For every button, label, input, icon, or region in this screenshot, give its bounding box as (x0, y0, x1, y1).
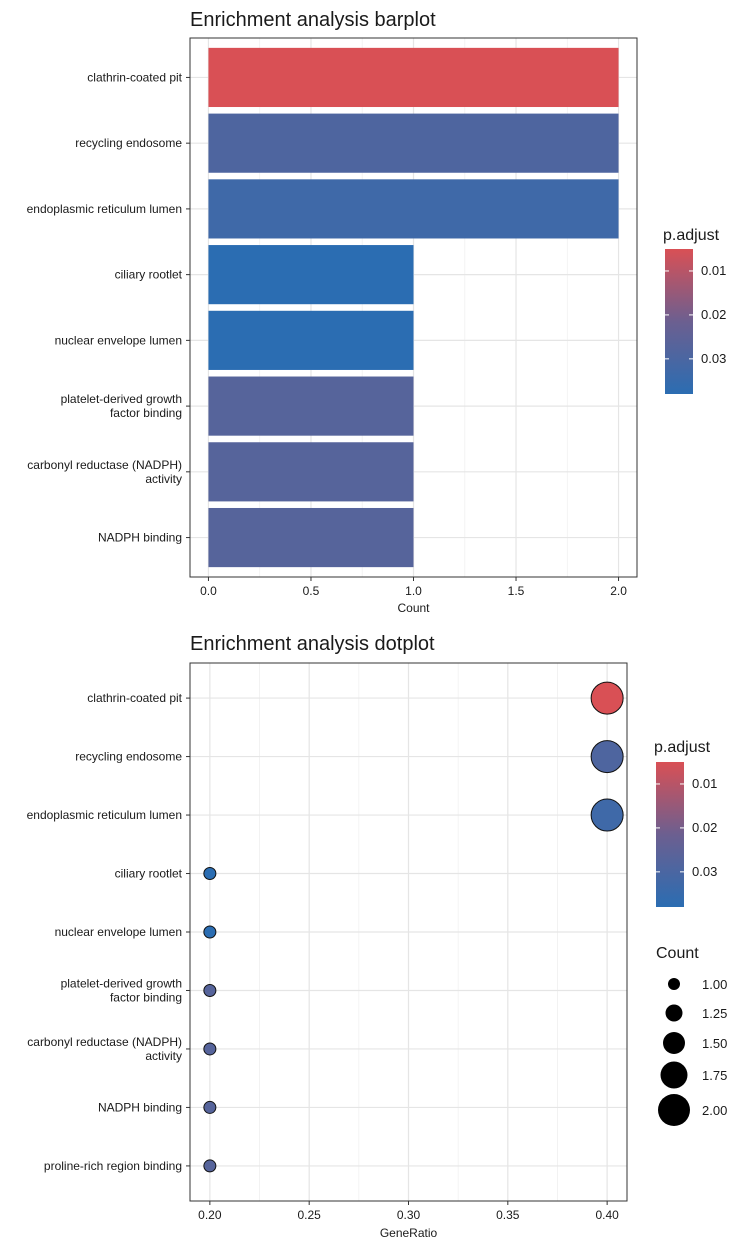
dotplot-x-axis-label: GeneRatio (380, 1226, 438, 1240)
barplot-ciliary-rootlet-label: ciliary rootlet (115, 268, 183, 282)
dotplot-nadph-binding-label: NADPH binding (98, 1100, 182, 1114)
colorbar-tick-label: 0.03 (692, 864, 717, 879)
dotplot-nadph-binding-point (203, 1100, 217, 1114)
dotplot-endoplasmic-reticulum-lumen-label: endoplasmic reticulum lumen (27, 808, 182, 822)
dotplot-recycling-endosome-label: recycling endosome (75, 750, 182, 764)
dotplot-proline-rich-region-binding-point (203, 1159, 217, 1173)
size-legend-label: 1.00 (702, 977, 727, 992)
size-legend-key (665, 1004, 683, 1022)
colorbar-tick-label: 0.01 (692, 776, 717, 791)
dotplot-x-tick-label: 0.40 (595, 1208, 619, 1222)
dotplot-clathrin-coated-pit-label: clathrin-coated pit (87, 691, 182, 705)
colorbar-tick-label: 0.02 (701, 307, 726, 322)
size-legend-label: 1.50 (702, 1036, 727, 1051)
barplot-endoplasmic-reticulum-lumen-bar (208, 179, 619, 239)
barplot-panel: Enrichment analysis barplot clathrin-coat… (27, 9, 727, 615)
barplot-carbonyl-reductase-nadph-activity-bar (208, 442, 414, 502)
barplot-nuclear-envelope-lumen-bar (208, 310, 414, 370)
legend-title-p-adjust: p.adjust (663, 227, 720, 244)
barplot-x-axis-label: Count (397, 601, 430, 615)
size-legend-label: 1.75 (702, 1068, 727, 1083)
barplot-platelet-derived-growth-factor-binding-label-line-2: factor binding (110, 406, 182, 420)
dotplot-nuclear-envelope-lumen-point (203, 925, 217, 939)
dotplot-endoplasmic-reticulum-lumen-point (590, 798, 624, 832)
legend-title-count: Count (656, 945, 699, 962)
barplot-endoplasmic-reticulum-lumen-label: endoplasmic reticulum lumen (27, 202, 182, 216)
dotplot-nuclear-envelope-lumen-label: nuclear envelope lumen (55, 925, 182, 939)
dotplot-recycling-endosome-point (590, 740, 624, 774)
size-legend-key (660, 1061, 688, 1089)
barplot-carbonyl-reductase-nadph-activity-label-line-2: activity (145, 472, 182, 486)
barplot-x-tick-label: 1.0 (405, 584, 422, 598)
barplot-recycling-endosome-label: recycling endosome (75, 136, 182, 150)
barplot-platelet-derived-growth-factor-binding-label-line-1: platelet-derived growth (61, 392, 182, 406)
dotplot-x-tick-label: 0.25 (298, 1208, 322, 1222)
dotplot-ciliary-rootlet-label: ciliary rootlet (115, 867, 183, 881)
barplot-title: Enrichment analysis barplot (190, 9, 436, 31)
dotplot-ciliary-rootlet-point (203, 867, 217, 881)
barplot-nadph-binding-label: NADPH binding (98, 531, 182, 545)
dotplot-x-tick-label: 0.20 (198, 1208, 222, 1222)
barplot-x-tick-label: 0.0 (200, 584, 217, 598)
colorbar-tick-label: 0.03 (701, 351, 726, 366)
colorbar (665, 249, 693, 394)
barplot-clathrin-coated-pit-label: clathrin-coated pit (87, 70, 182, 84)
dotplot-x-tick-label: 0.35 (496, 1208, 520, 1222)
dotplot-title: Enrichment analysis dotplot (190, 633, 435, 655)
dotplot-carbonyl-reductase-nadph-activity-point (203, 1042, 217, 1056)
colorbar (656, 762, 684, 907)
dotplot-clathrin-coated-pit-point (590, 681, 624, 715)
size-legend-key (658, 1094, 690, 1126)
barplot-nadph-binding-bar (208, 507, 414, 568)
dotplot-proline-rich-region-binding-label: proline-rich region binding (44, 1159, 182, 1173)
dotplot-platelet-derived-growth-factor-binding-label-line-1: platelet-derived growth (61, 976, 182, 990)
dotplot-platelet-derived-growth-factor-binding-point (203, 983, 217, 997)
colorbar-tick-label: 0.02 (692, 820, 717, 835)
barplot-nuclear-envelope-lumen-label: nuclear envelope lumen (55, 333, 182, 347)
dotplot-x-tick-label: 0.30 (397, 1208, 421, 1222)
barplot-x-tick-label: 1.5 (508, 584, 525, 598)
barplot-platelet-derived-growth-factor-binding-bar (208, 376, 414, 436)
dotplot-carbonyl-reductase-nadph-activity-label-line-2: activity (145, 1049, 182, 1063)
dotplot-carbonyl-reductase-nadph-activity-label-line-1: carbonyl reductase (NADPH) (27, 1035, 182, 1049)
dotplot-platelet-derived-growth-factor-binding-label-line-2: factor binding (110, 990, 182, 1004)
barplot-x-tick-label: 0.5 (303, 584, 320, 598)
size-legend-key (668, 978, 680, 990)
dotplot-panel: Enrichment analysis dotplot clathrin-coat… (27, 633, 728, 1240)
barplot-ciliary-rootlet-bar (208, 245, 414, 305)
size-legend-key (663, 1032, 685, 1054)
barplot-carbonyl-reductase-nadph-activity-label-line-1: carbonyl reductase (NADPH) (27, 458, 182, 472)
barplot-clathrin-coated-pit-bar (208, 47, 619, 108)
colorbar-tick-label: 0.01 (701, 263, 726, 278)
size-legend-label: 1.25 (702, 1006, 727, 1021)
barplot-x-tick-label: 2.0 (610, 584, 627, 598)
legend-title-p-adjust: p.adjust (654, 739, 711, 756)
barplot-recycling-endosome-bar (208, 113, 619, 173)
size-legend-label: 2.00 (702, 1103, 727, 1118)
